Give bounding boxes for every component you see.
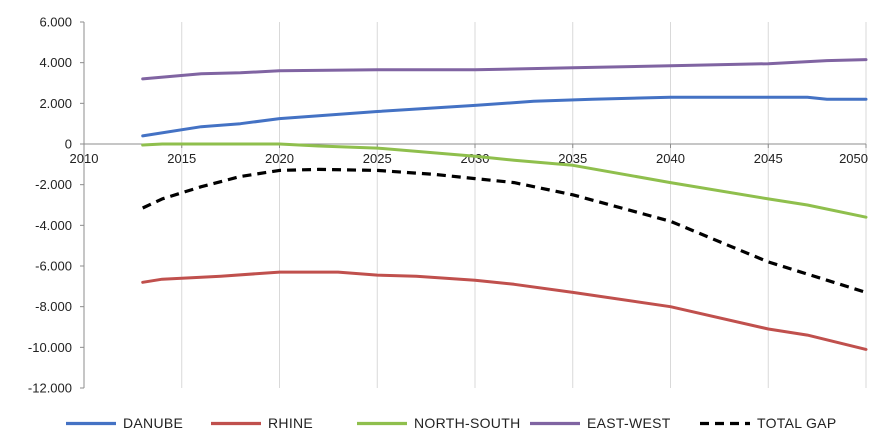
x-tick-label: 2015	[167, 151, 196, 166]
y-tick-label: -2.000	[35, 177, 72, 192]
x-tick-label: 2035	[558, 151, 587, 166]
series-lines	[141, 58, 868, 351]
legend-label: DANUBE	[123, 415, 183, 431]
x-tick-label: 2040	[656, 151, 685, 166]
y-tick-label: -8.000	[35, 299, 72, 314]
x-tick-label: 2020	[265, 151, 294, 166]
series-line-east-west	[141, 58, 868, 81]
series-line-rhine	[141, 270, 868, 351]
legend-label: RHINE	[268, 415, 313, 431]
x-tick-label: 2010	[70, 151, 99, 166]
legend-label: EAST-WEST	[587, 415, 671, 431]
y-tick-label: -10.000	[28, 340, 72, 355]
y-tick-label: 2.000	[39, 96, 72, 111]
y-tick-label: -12.000	[28, 381, 72, 396]
y-tick-label: -4.000	[35, 218, 72, 233]
legend-label: TOTAL GAP	[757, 415, 836, 431]
gridlines	[83, 22, 867, 388]
legend: DANUBE RHINE NORTH-SOUTH EAST-WEST TOTAL GAP	[66, 415, 836, 431]
y-tick-label: 4.000	[39, 55, 72, 70]
axes: 6.000 4.000 2.000 0 -2.000 -4.000 -6.000 -8.000…	[28, 15, 868, 396]
series-line-north-south	[141, 142, 868, 219]
x-tick-label: 2050	[839, 151, 868, 166]
series-line-total-gap	[142, 167, 867, 294]
x-tick-label: 2045	[754, 151, 783, 166]
y-tick-label: 0	[65, 137, 72, 152]
series-line-danube	[141, 95, 868, 138]
y-tick-label: 6.000	[39, 15, 72, 30]
y-tick-label: -6.000	[35, 259, 72, 274]
x-tick-label: 2025	[363, 151, 392, 166]
legend-label: NORTH-SOUTH	[414, 415, 520, 431]
